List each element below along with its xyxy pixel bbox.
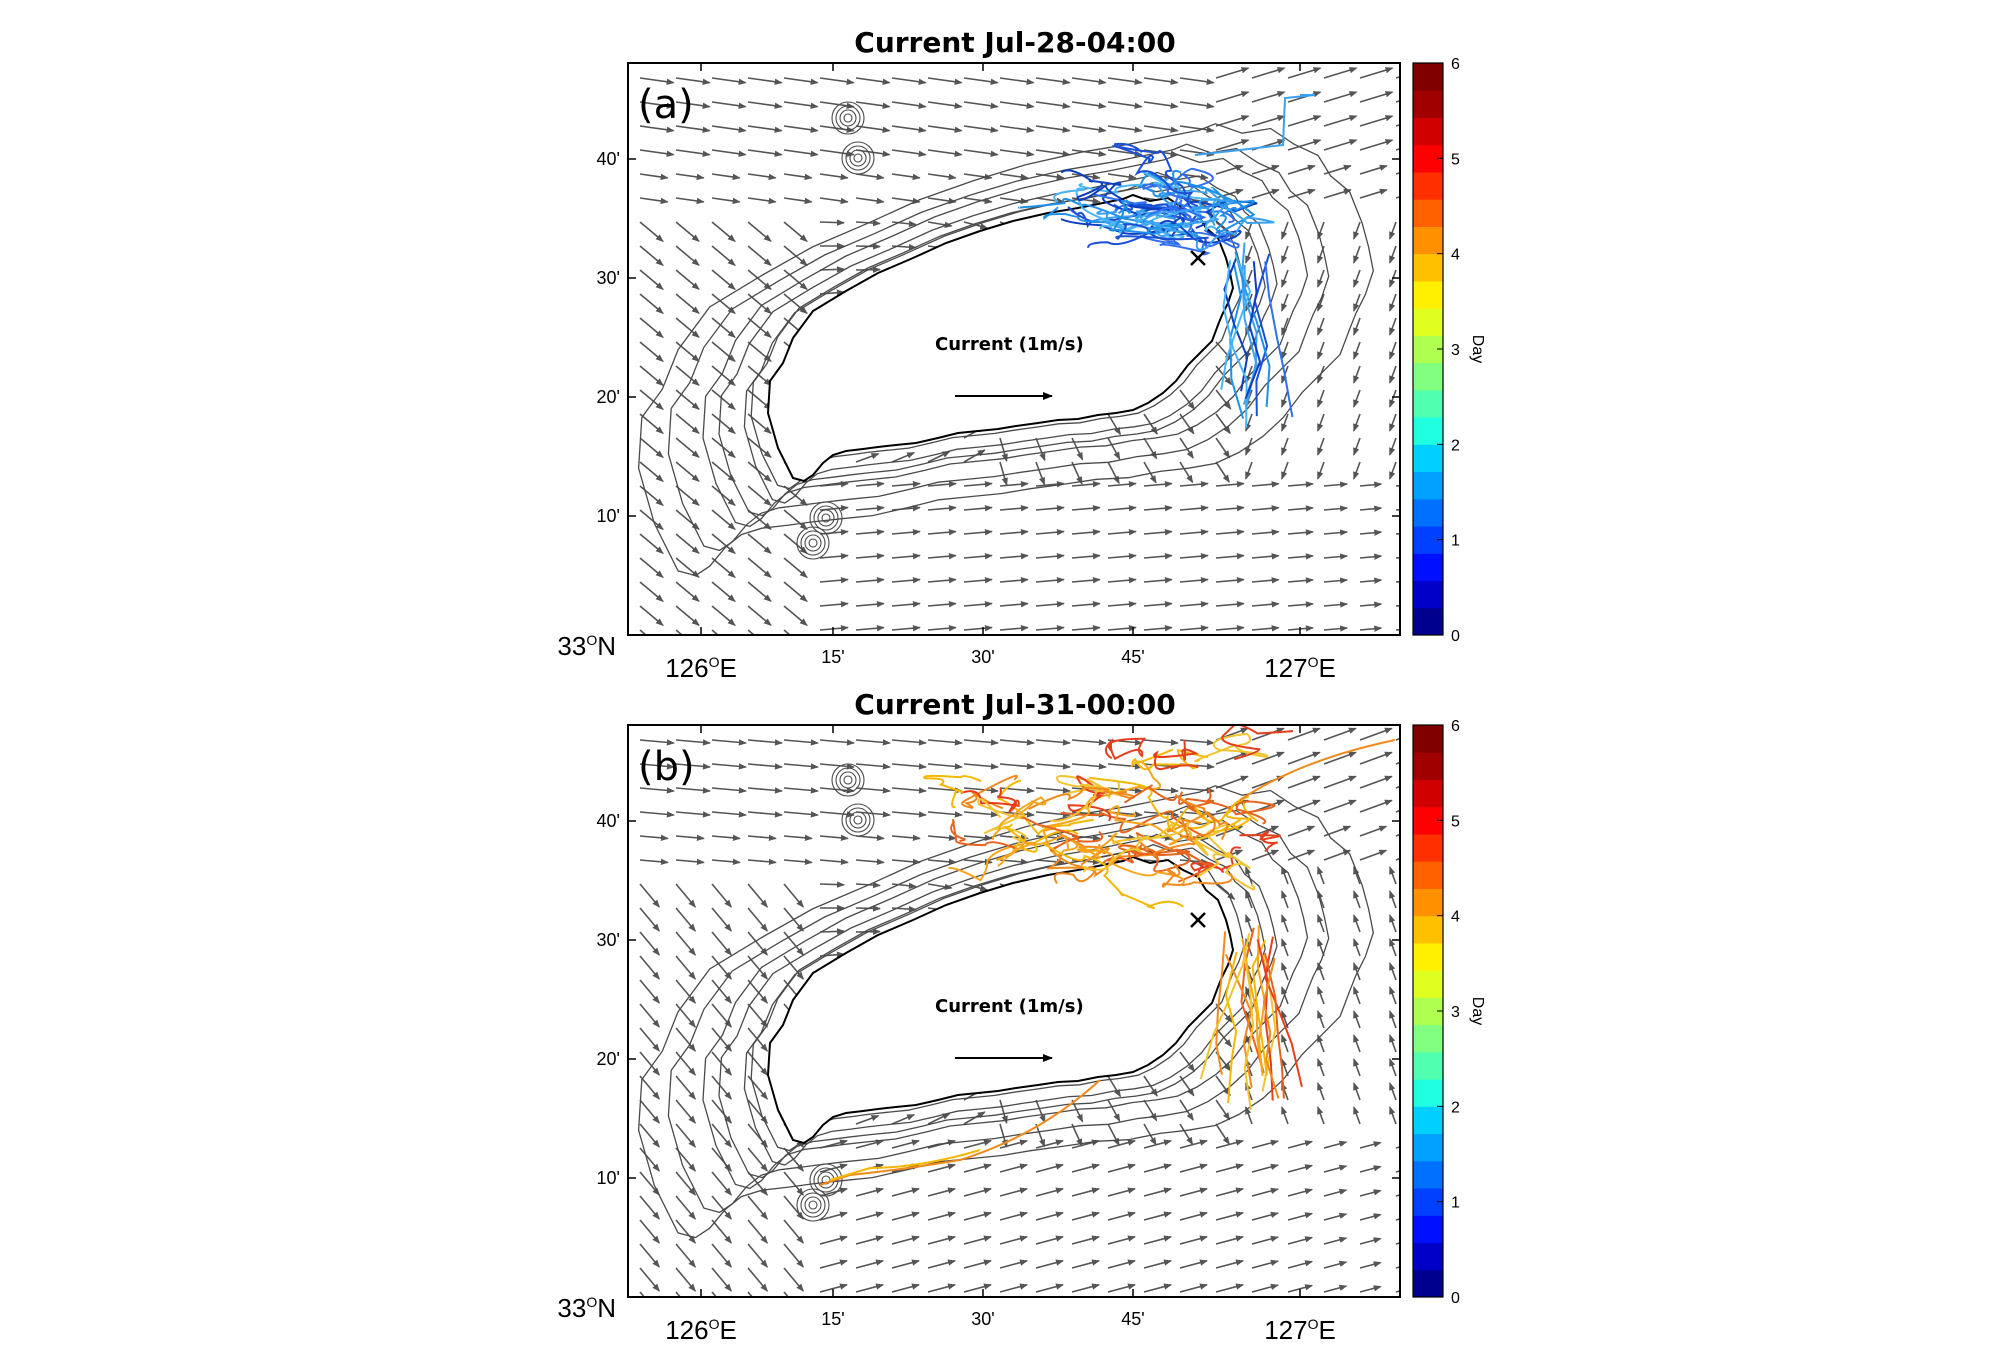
colorbar-swatch — [1413, 1106, 1443, 1135]
x-tick-label: 15' — [821, 1309, 844, 1329]
colorbar-tick-label: 3 — [1451, 342, 1460, 359]
colorbar-swatch — [1413, 444, 1443, 473]
colorbar-swatch — [1413, 1133, 1443, 1162]
colorbar-swatch — [1413, 861, 1443, 889]
axes-a: 40' 30' 20' 10' 33ON 126OE 127OE 15' 30' 45' — [557, 63, 1400, 683]
bathymetry-contours-b — [637, 763, 1374, 1239]
colorbar-swatch — [1413, 280, 1443, 309]
island-a — [766, 193, 1235, 483]
x-major-label: 126OE — [665, 1315, 737, 1345]
colorbar-swatch — [1413, 389, 1443, 418]
x-tick-label: 45' — [1121, 647, 1144, 667]
colorbar-tick-label: 4 — [1451, 247, 1460, 264]
map-frame-b — [627, 724, 1401, 1298]
y-tick-label: 40' — [597, 149, 620, 169]
colorbar-swatch — [1413, 253, 1443, 282]
drifter-tracks-b — [819, 725, 1396, 1186]
legend-current-b: Current (1m/s) — [935, 996, 1084, 1017]
y-origin-label: 33ON — [557, 631, 616, 661]
colorbar-tick-label: 6 — [1451, 718, 1460, 735]
x-tick-label: 15' — [821, 647, 844, 667]
colorbar-swatch — [1413, 833, 1443, 862]
colorbar-swatch — [1413, 725, 1443, 753]
colorbar-swatch — [1413, 1215, 1443, 1244]
x-major-label: 127OE — [1264, 653, 1336, 683]
colorbar-swatch — [1413, 226, 1443, 255]
drifter-tracks-a — [1017, 94, 1316, 428]
colorbar-swatch — [1413, 1160, 1443, 1189]
y-tick-label: 40' — [597, 811, 620, 831]
colorbar-tick-label: 4 — [1451, 909, 1460, 926]
colorbar-tick-label: 5 — [1451, 813, 1460, 830]
x-tick-label: 30' — [971, 1309, 994, 1329]
colorbar-swatch — [1413, 580, 1443, 609]
colorbar-a: 0 1 2 3 4 5 6 Day — [1412, 56, 1486, 645]
y-origin-label: 33ON — [557, 1293, 616, 1323]
colorbar-swatch — [1413, 1024, 1443, 1053]
colorbar-swatch — [1413, 417, 1443, 445]
colorbar-swatch — [1413, 970, 1443, 998]
colorbar-swatch — [1413, 942, 1443, 971]
colorbar-swatch — [1413, 308, 1443, 336]
colorbar-swatch — [1413, 607, 1443, 636]
y-tick-label: 30' — [597, 930, 620, 950]
colorbar-swatch — [1413, 779, 1443, 808]
map-frame-a — [627, 62, 1401, 636]
colorbar-swatch — [1413, 498, 1443, 527]
release-marker-a — [1190, 250, 1206, 266]
colorbar-swatch — [1413, 199, 1443, 227]
colorbar-swatch — [1413, 915, 1443, 944]
colorbar-swatch — [1413, 471, 1443, 500]
release-marker-b — [1190, 912, 1206, 928]
y-tick-label: 10' — [597, 1168, 620, 1188]
colorbar-swatch — [1413, 117, 1443, 146]
colorbar-tick-label: 2 — [1451, 1099, 1460, 1116]
panel-b-label: (b) — [638, 744, 695, 790]
bathymetry-contours-a — [637, 101, 1374, 577]
current-vector-field-b — [639, 727, 1400, 1297]
colorbar-swatch — [1413, 752, 1443, 780]
colorbar-swatch — [1413, 1269, 1443, 1298]
x-major-label: 126OE — [665, 653, 737, 683]
legend-current-a: Current (1m/s) — [935, 334, 1084, 355]
colorbar-swatch — [1413, 362, 1443, 391]
y-tick-label: 20' — [597, 1049, 620, 1069]
y-tick-label: 30' — [597, 268, 620, 288]
panel-a: Current Jul-28-04:00 (a) Current (1m/s) … — [557, 26, 1401, 683]
colorbar-swatch — [1413, 63, 1443, 91]
colorbar-tick-label: 0 — [1451, 1290, 1460, 1307]
colorbar-tick-label: 1 — [1451, 1195, 1460, 1212]
colorbar-swatch — [1413, 1051, 1443, 1080]
axes-b: 40' 30' 20' 10' 33ON 126OE 127OE 15' 30' 45' — [557, 725, 1400, 1345]
colorbar-swatch — [1413, 1242, 1443, 1271]
x-tick-label: 45' — [1121, 1309, 1144, 1329]
colorbar-label: Day — [1469, 335, 1486, 363]
colorbar-tick-label: 6 — [1451, 56, 1460, 73]
colorbar-swatch — [1413, 553, 1443, 582]
colorbar-tick-label: 0 — [1451, 628, 1460, 645]
x-tick-label: 30' — [971, 647, 994, 667]
colorbar-swatch — [1413, 90, 1443, 118]
panel-a-title: Current Jul-28-04:00 — [854, 26, 1175, 59]
panel-a-label: (a) — [638, 82, 694, 128]
colorbar-tick-label: 1 — [1451, 533, 1460, 550]
colorbar-tick-label: 3 — [1451, 1004, 1460, 1021]
colorbar-tick-label: 5 — [1451, 151, 1460, 168]
colorbar-label: Day — [1469, 997, 1486, 1025]
colorbar-tick-label: 2 — [1451, 437, 1460, 454]
colorbar-swatch — [1413, 171, 1443, 200]
y-tick-label: 10' — [597, 506, 620, 526]
panel-b-title: Current Jul-31-00:00 — [854, 688, 1175, 721]
colorbar-swatch — [1413, 888, 1443, 917]
colorbar-swatch — [1413, 1079, 1443, 1107]
x-major-label: 127OE — [1264, 1315, 1336, 1345]
colorbar-b: 0 1 2 3 4 5 6 Day — [1412, 718, 1486, 1307]
y-tick-label: 20' — [597, 387, 620, 407]
panel-b: Current Jul-31-00:00 (b) Current (1m/s) … — [557, 688, 1401, 1345]
